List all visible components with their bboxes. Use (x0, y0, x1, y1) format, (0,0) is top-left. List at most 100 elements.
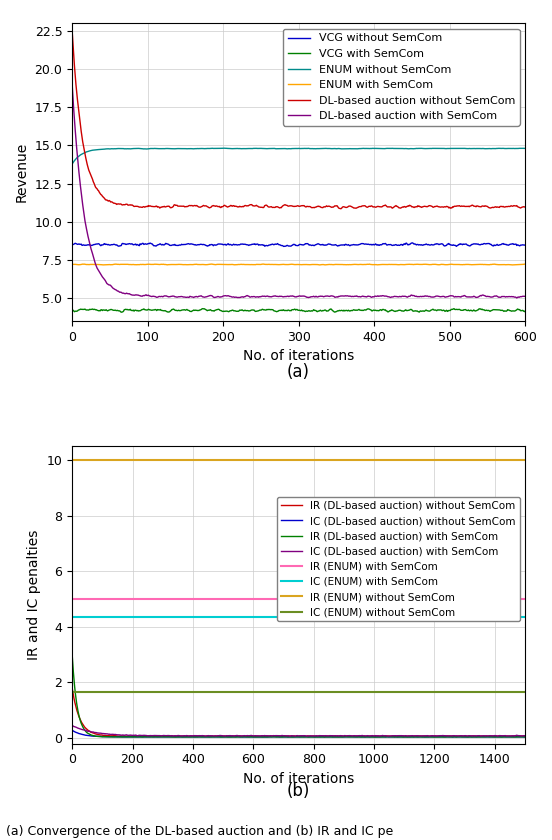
VCG without SemCom (493, 240, 500, 250)
IC (DL-based auction) with SemCom (207, 731, 214, 741)
IC (DL-based auction) without SemCom (332, 732, 339, 742)
Line: ENUM with SemCom: ENUM with SemCom (72, 264, 525, 265)
DL-based auction with SemCom (218, 291, 225, 302)
ENUM with SemCom (492, 260, 499, 270)
ENUM with SemCom (98, 260, 104, 270)
IC (DL-based auction) without SemCom (449, 732, 456, 742)
IR (DL-based auction) with SemCom (172, 732, 178, 742)
DL-based auction without SemCom (69, 26, 76, 36)
DL-based auction with SemCom (507, 291, 514, 302)
VCG without SemCom (280, 241, 287, 251)
Line: DL-based auction without SemCom: DL-based auction without SemCom (72, 31, 525, 209)
ENUM with SemCom (153, 260, 160, 270)
IC (DL-based auction) without SemCom (464, 732, 471, 742)
IR (DL-based auction) without SemCom (245, 732, 252, 742)
Line: IR (DL-based auction) without SemCom: IR (DL-based auction) without SemCom (72, 688, 525, 737)
VCG without SemCom (509, 239, 516, 249)
IR (DL-based auction) without SemCom (522, 731, 528, 741)
IC (DL-based auction) with SemCom (171, 731, 178, 741)
DL-based auction without SemCom (153, 201, 160, 211)
Line: ENUM without SemCom: ENUM without SemCom (72, 148, 525, 164)
DL-based auction without SemCom (218, 202, 225, 212)
VCG without SemCom (69, 239, 76, 249)
DL-based auction without SemCom (431, 202, 437, 213)
VCG with SemCom (522, 307, 528, 317)
IC (DL-based auction) without SemCom (69, 725, 76, 735)
IC (DL-based auction) without SemCom (207, 732, 214, 742)
ENUM without SemCom (431, 144, 437, 154)
ENUM with SemCom (522, 259, 528, 269)
Legend: IR (DL-based auction) without SemCom, IC (DL-based auction) without SemCom, IR (: IR (DL-based auction) without SemCom, IC… (277, 496, 520, 622)
Text: (a) Convergence of the DL-based auction and (b) IR and IC pe: (a) Convergence of the DL-based auction … (6, 826, 393, 838)
VCG with SemCom (98, 305, 104, 315)
IR (DL-based auction) with SemCom (103, 732, 110, 742)
DL-based auction without SemCom (508, 201, 515, 211)
ENUM without SemCom (218, 144, 225, 154)
IC (DL-based auction) without SemCom (103, 732, 110, 742)
VCG with SemCom (509, 306, 516, 316)
VCG with SemCom (493, 305, 500, 315)
IR (DL-based auction) with SemCom (522, 732, 528, 742)
IR (DL-based auction) without SemCom (332, 731, 339, 741)
ENUM with SemCom (509, 260, 516, 270)
IR (DL-based auction) with SemCom (464, 732, 471, 742)
Text: (a): (a) (287, 363, 310, 381)
Y-axis label: IR and IC penalties: IR and IC penalties (27, 529, 41, 660)
VCG with SemCom (199, 303, 206, 313)
VCG with SemCom (431, 305, 438, 315)
ENUM without SemCom (522, 144, 528, 154)
DL-based auction with SemCom (513, 293, 520, 303)
IC (DL-based auction) with SemCom (464, 731, 471, 741)
ENUM with SemCom (218, 260, 225, 270)
X-axis label: No. of iterations: No. of iterations (243, 772, 354, 786)
IC (DL-based auction) with SemCom (286, 732, 293, 742)
VCG without SemCom (409, 238, 416, 248)
DL-based auction with SemCom (153, 292, 160, 302)
IC (DL-based auction) with SemCom (69, 720, 76, 730)
ENUM with SemCom (508, 260, 515, 270)
IR (DL-based auction) without SemCom (69, 683, 76, 693)
ENUM without SemCom (508, 144, 515, 154)
Line: IR (DL-based auction) with SemCom: IR (DL-based auction) with SemCom (72, 654, 525, 737)
ENUM without SemCom (221, 143, 227, 153)
VCG with SemCom (69, 304, 76, 314)
IC (DL-based auction) with SemCom (332, 731, 339, 741)
VCG without SemCom (522, 240, 528, 250)
Text: (b): (b) (287, 782, 310, 801)
IC (DL-based auction) without SemCom (522, 732, 528, 742)
DL-based auction with SemCom (69, 79, 76, 89)
Y-axis label: Revenue: Revenue (15, 142, 29, 202)
ENUM without SemCom (492, 144, 499, 154)
DL-based auction with SemCom (98, 270, 104, 280)
IC (DL-based auction) without SemCom (171, 732, 178, 742)
X-axis label: No. of iterations: No. of iterations (243, 349, 354, 363)
IC (DL-based auction) with SemCom (449, 731, 456, 741)
IC (DL-based auction) with SemCom (522, 731, 528, 741)
IR (DL-based auction) without SemCom (449, 731, 456, 741)
IR (DL-based auction) with SemCom (449, 732, 456, 742)
IR (DL-based auction) with SemCom (69, 649, 76, 659)
IR (DL-based auction) without SemCom (464, 732, 471, 742)
IR (DL-based auction) with SemCom (332, 732, 339, 742)
Line: DL-based auction with SemCom: DL-based auction with SemCom (72, 84, 525, 298)
DL-based auction with SemCom (429, 292, 436, 302)
IR (DL-based auction) without SemCom (103, 731, 110, 741)
Legend: VCG without SemCom, VCG with SemCom, ENUM without SemCom, ENUM with SemCom, DL-b: VCG without SemCom, VCG with SemCom, ENU… (283, 29, 519, 126)
IR (DL-based auction) without SemCom (171, 731, 178, 741)
DL-based auction with SemCom (492, 291, 498, 301)
VCG without SemCom (218, 239, 225, 249)
ENUM without SemCom (69, 159, 76, 169)
ENUM with SemCom (69, 260, 76, 270)
VCG with SemCom (118, 307, 125, 318)
Line: VCG with SemCom: VCG with SemCom (72, 308, 525, 312)
DL-based auction without SemCom (98, 190, 104, 200)
IR (DL-based auction) without SemCom (207, 731, 214, 741)
ENUM without SemCom (98, 144, 104, 155)
ENUM with SemCom (431, 260, 437, 270)
VCG without SemCom (431, 239, 438, 249)
IR (DL-based auction) with SemCom (208, 732, 214, 742)
DL-based auction without SemCom (522, 202, 528, 213)
IC (DL-based auction) with SemCom (103, 729, 110, 739)
ENUM with SemCom (260, 259, 267, 269)
VCG without SemCom (153, 240, 160, 250)
